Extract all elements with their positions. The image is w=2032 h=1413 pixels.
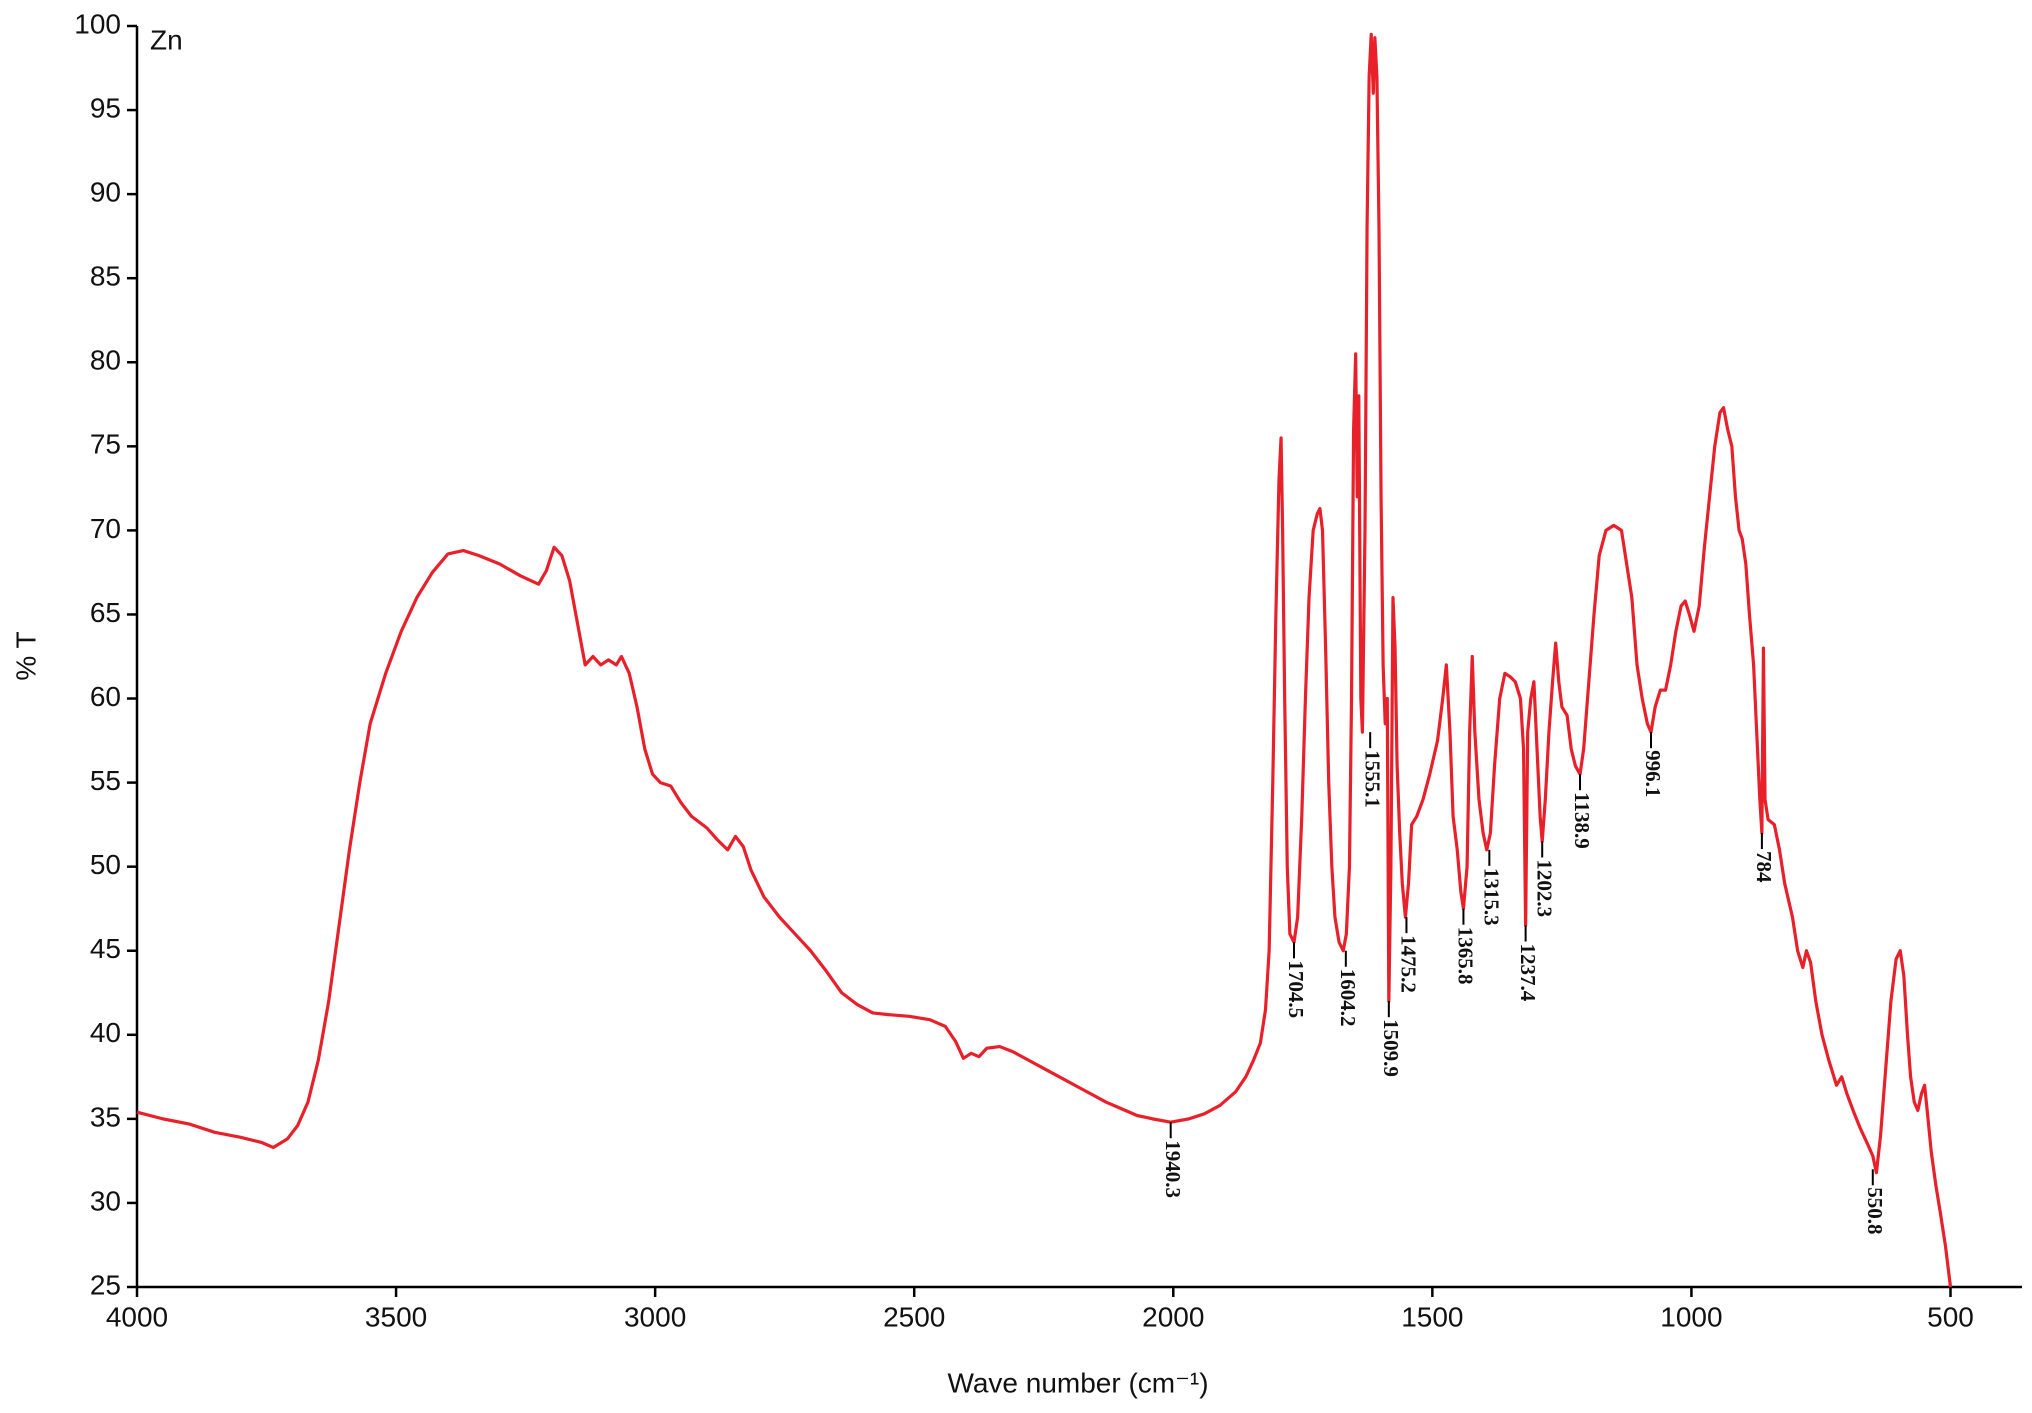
chart-title: Zn	[150, 24, 183, 55]
annotation-label: 1237.4	[1516, 944, 1540, 1002]
annotation-label: 1604.2	[1336, 969, 1360, 1027]
annotation-label: 1138.9	[1570, 792, 1594, 849]
x-tick-label: 2000	[1142, 1301, 1204, 1332]
annotation-label: 1940.3	[1161, 1140, 1185, 1198]
y-tick-label: 85	[90, 261, 121, 292]
annotation-label: 996.1	[1641, 750, 1665, 797]
annotation-label: 550.8	[1863, 1187, 1887, 1234]
y-tick-label: 30	[90, 1185, 121, 1216]
x-tick-label: 3000	[624, 1301, 686, 1332]
annotation-label: 1315.3	[1480, 868, 1504, 926]
y-tick-label: 45	[90, 933, 121, 964]
annotation-label: 1475.2	[1397, 935, 1421, 993]
y-tick-label: 35	[90, 1101, 121, 1132]
y-tick-label: 100	[74, 8, 121, 39]
annotation-label: 1509.9	[1379, 1019, 1403, 1077]
y-tick-label: 80	[90, 345, 121, 376]
x-axis-label: Wave number (cm⁻¹)	[947, 1367, 1208, 1398]
y-tick-label: 90	[90, 177, 121, 208]
annotation-label: 1555.1	[1360, 750, 1384, 808]
y-axis-label: % T	[10, 631, 41, 680]
spectrum-line	[136, 32, 1953, 1288]
x-tick-label: 3500	[365, 1301, 427, 1332]
y-tick-label: 60	[90, 681, 121, 712]
x-tick-label: 500	[1927, 1301, 1974, 1332]
x-tick-label: 2500	[883, 1301, 945, 1332]
y-tick-label: 95	[90, 92, 121, 123]
y-tick-label: 75	[90, 429, 121, 460]
y-tick-label: 40	[90, 1017, 121, 1048]
annotation-label: 1365.8	[1454, 927, 1478, 985]
y-tick-label: 65	[90, 597, 121, 628]
y-tick-label: 55	[90, 765, 121, 796]
y-tick-label: 70	[90, 513, 121, 544]
annotation-label: 1202.3	[1532, 859, 1556, 917]
annotation-label: 1704.5	[1284, 960, 1308, 1018]
y-tick-label: 50	[90, 849, 121, 880]
x-tick-label: 1000	[1660, 1301, 1722, 1332]
annotation-label: 784	[1752, 851, 1776, 883]
x-tick-label: 1500	[1401, 1301, 1463, 1332]
y-tick-label: 25	[90, 1269, 121, 1300]
x-tick-label: 4000	[106, 1301, 168, 1332]
